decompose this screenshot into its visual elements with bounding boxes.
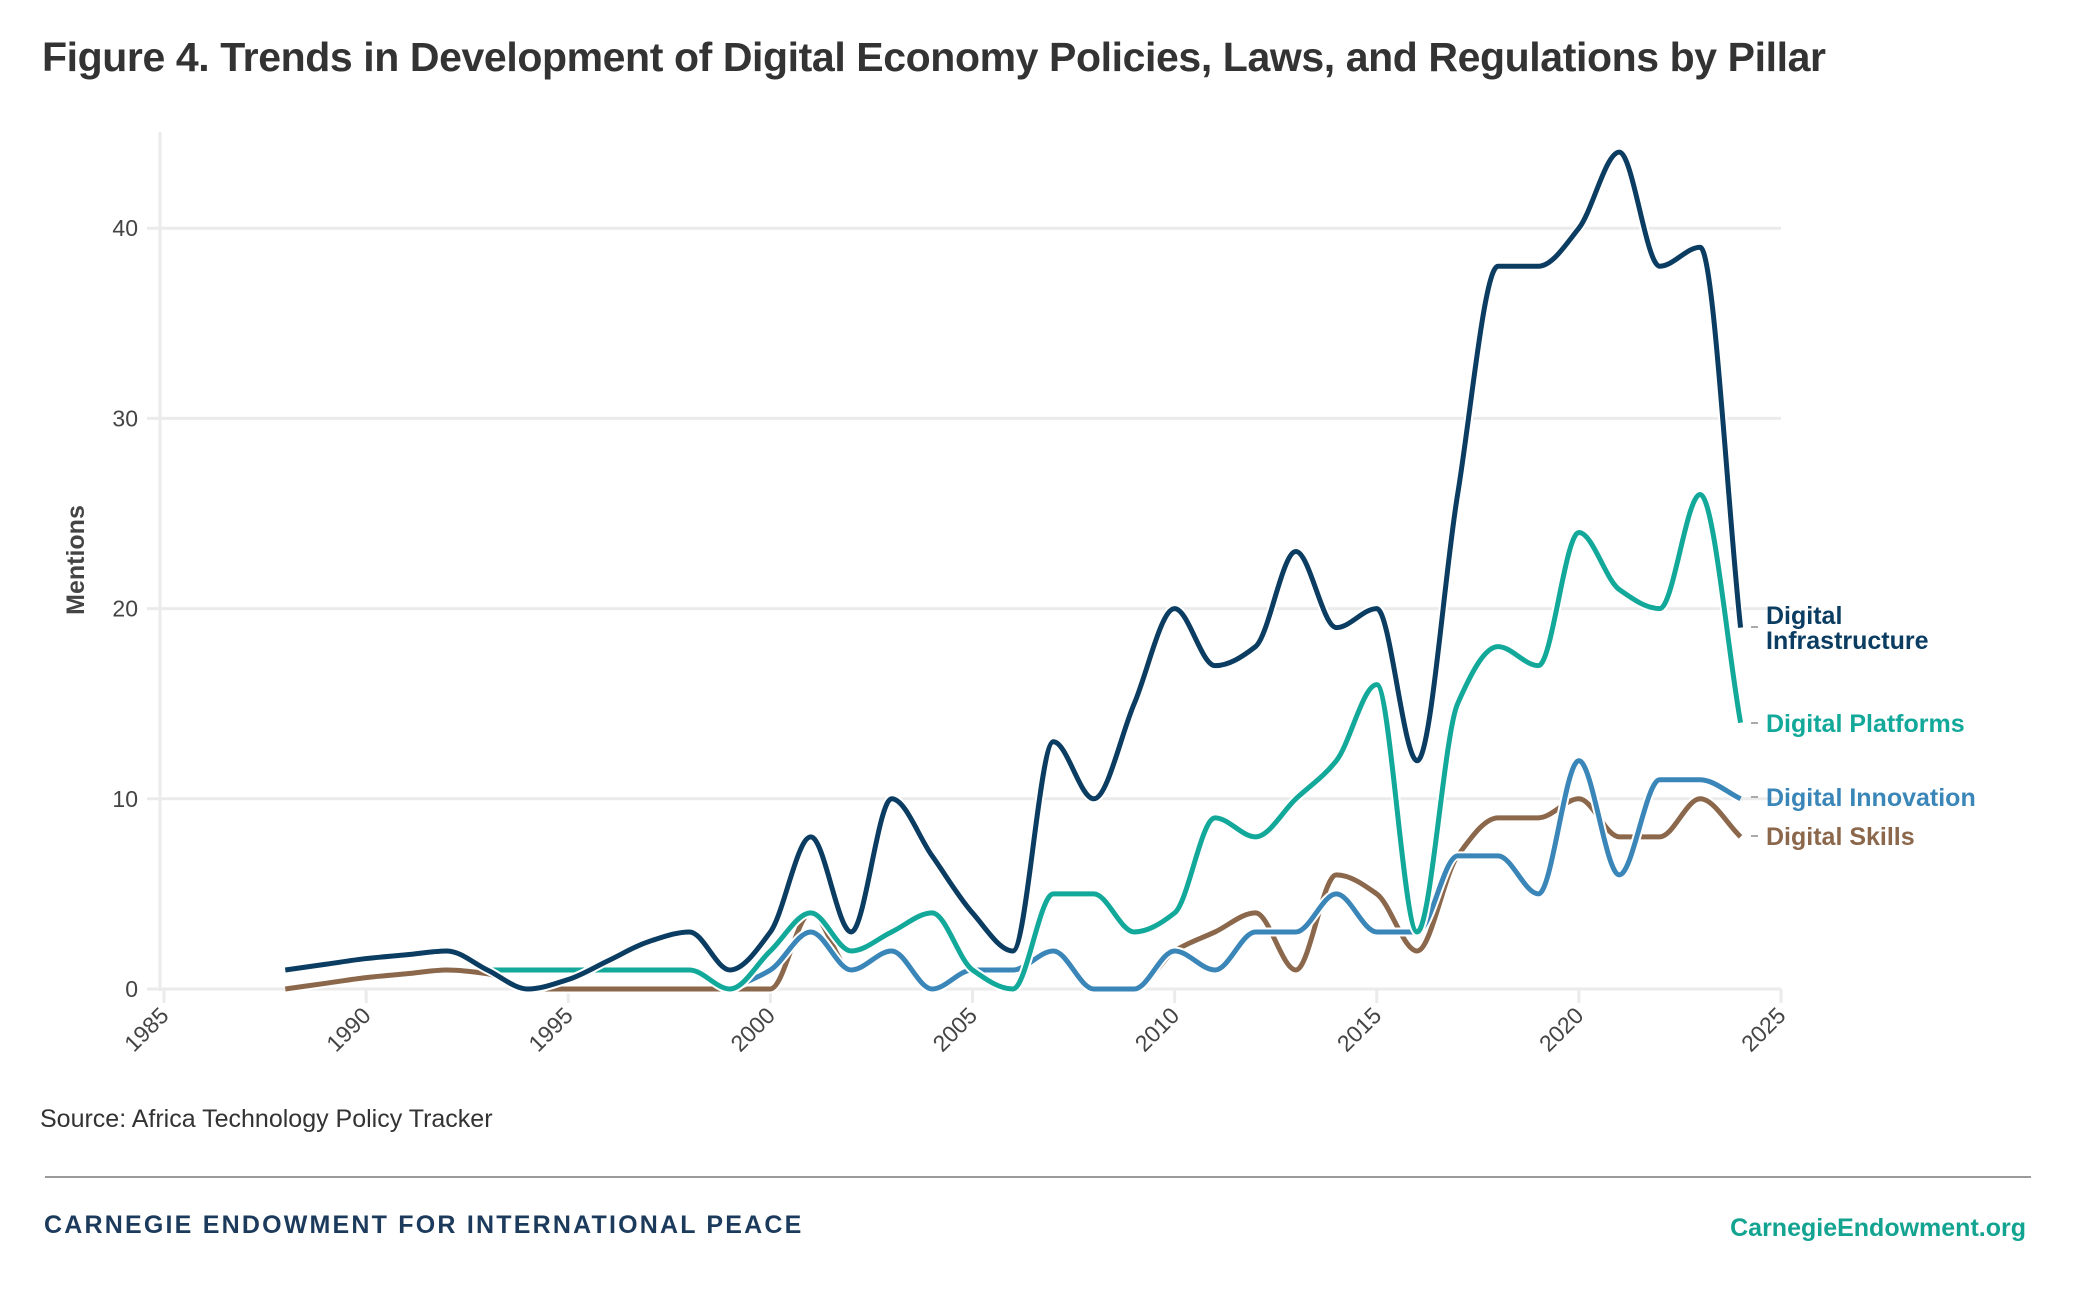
x-tick-label: 1985 [119, 1002, 174, 1057]
series-label-digital-skills: Digital Skills [1766, 823, 1915, 851]
series-lines [284, 147, 1746, 994]
y-tick-label: 0 [125, 976, 138, 1002]
series-line-digital-skills [284, 796, 1743, 992]
line-chart: 0 10 20 30 40 1985 1990 1995 2000 2005 2010 2015 20… [62, 132, 1976, 1057]
series-label-digital-innovation: Digital Innovation [1766, 784, 1976, 812]
x-tick-label: 2025 [1736, 1002, 1791, 1057]
x-tick-label: 1995 [523, 1002, 578, 1057]
organization-name: CARNEGIE ENDOWMENT FOR INTERNATIONAL PEA… [44, 1211, 804, 1239]
series-label-digital-infrastructure: Infrastructure [1766, 627, 1929, 655]
series-label-digital-infrastructure: Digital [1766, 602, 1842, 630]
series-label-digital-platforms: Digital Platforms [1766, 710, 1965, 738]
x-tick-label: 2015 [1332, 1002, 1387, 1057]
gridlines [147, 226, 1781, 991]
series-line-digital-innovation [728, 758, 1742, 992]
series-line-digital-platforms [487, 491, 1744, 992]
x-tick-label: 2020 [1534, 1002, 1589, 1057]
chart-title: Figure 4. Trends in Development of Digit… [42, 34, 1826, 80]
y-axis: 0 10 20 30 40 [112, 132, 162, 1002]
x-tick-label: 1990 [321, 1002, 376, 1057]
x-tick-label: 2005 [927, 1002, 982, 1057]
y-tick-label: 10 [112, 786, 138, 812]
y-axis-title: Mentions [62, 505, 90, 615]
source-note: Source: Africa Technology Policy Tracker [40, 1105, 493, 1133]
x-tick-label: 2000 [725, 1002, 780, 1057]
y-tick-label: 30 [112, 405, 138, 431]
website-link[interactable]: CarnegieEndowment.org [1730, 1214, 2026, 1242]
series-line-digital-infrastructure [284, 149, 1744, 992]
series-halo-3 [284, 794, 1744, 994]
series-halo-0 [284, 147, 1746, 994]
y-tick-label: 40 [112, 215, 138, 241]
x-axis: 1985 1990 1995 2000 2005 2010 2015 2020 2025 [119, 989, 1791, 1057]
x-tick-label: 2010 [1130, 1002, 1185, 1057]
y-tick-label: 20 [112, 596, 138, 622]
footer-divider [45, 1176, 2031, 1178]
